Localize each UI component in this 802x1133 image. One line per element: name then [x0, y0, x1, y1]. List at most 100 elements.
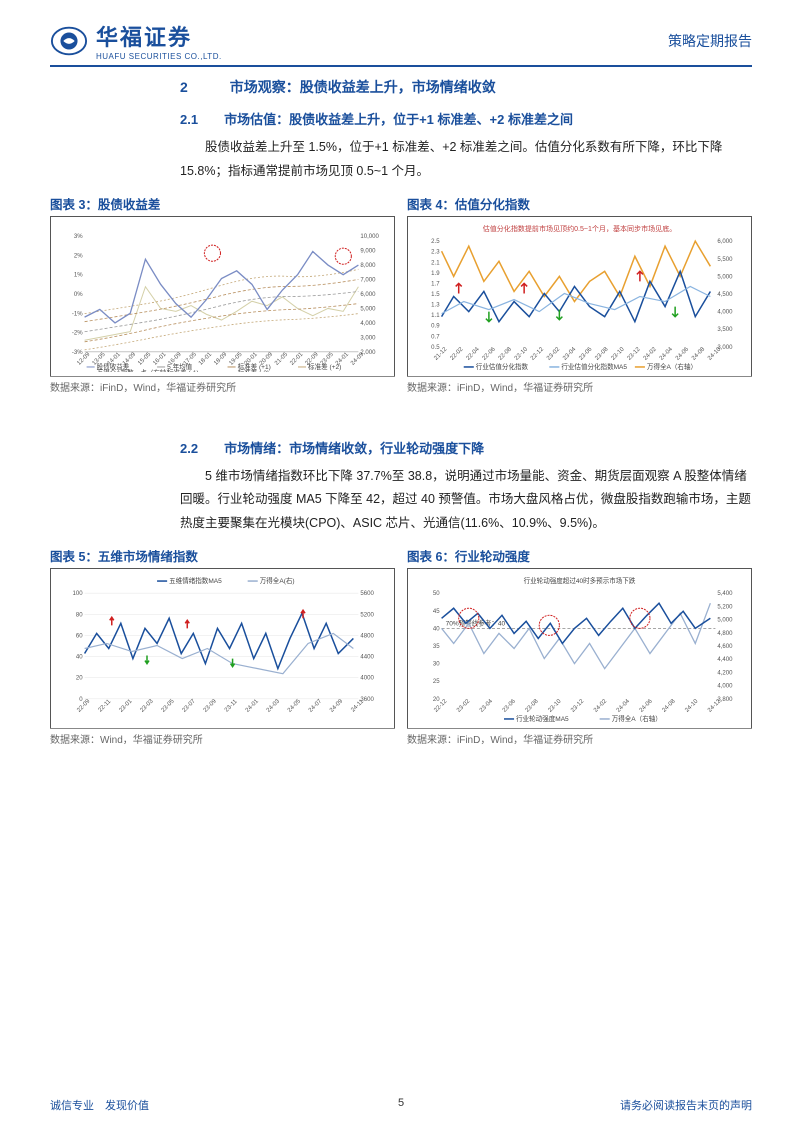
- svg-text:22-02: 22-02: [449, 346, 465, 362]
- chart-6-source: 数据来源：iFinD，Wind，华福证券研究所: [407, 728, 752, 746]
- svg-text:24-09: 24-09: [329, 698, 345, 714]
- section-title-text: 市场观察：股债收益差上升，市场情绪收敛: [230, 79, 496, 95]
- svg-text:80: 80: [76, 612, 83, 618]
- chart-5-source: 数据来源：Wind，华福证券研究所: [50, 728, 395, 746]
- svg-text:23-12: 23-12: [627, 346, 643, 362]
- svg-text:18-01: 18-01: [198, 351, 214, 367]
- footer-right: 请务必阅读报告末页的声明: [620, 1097, 752, 1113]
- svg-text:24-01: 24-01: [245, 698, 261, 714]
- svg-text:0.7: 0.7: [431, 334, 440, 340]
- svg-text:23-10: 23-10: [610, 346, 626, 362]
- svg-text:24-04: 24-04: [616, 698, 632, 714]
- svg-text:1%: 1%: [74, 272, 83, 278]
- chart-6: 行业轮动强度超过40时多预示市场下跌 20253035404550 3,8004…: [407, 568, 752, 728]
- svg-text:4,200: 4,200: [717, 670, 733, 676]
- svg-text:7,000: 7,000: [360, 277, 376, 283]
- chart-6-title: 图表 6：行业轮动强度: [407, 546, 752, 565]
- svg-text:24-05: 24-05: [287, 698, 303, 714]
- chart-4-source: 数据来源：iFinD，Wind，华福证券研究所: [407, 376, 752, 394]
- svg-text:1.3: 1.3: [431, 302, 440, 308]
- svg-text:5200: 5200: [360, 612, 374, 618]
- svg-text:24-08: 24-08: [661, 698, 677, 714]
- svg-text:22-08: 22-08: [498, 346, 514, 362]
- svg-text:4,800: 4,800: [717, 631, 733, 637]
- svg-text:4000: 4000: [360, 675, 374, 681]
- section-2-2-body: 5 维市场情绪指数环比下降 37.7%至 38.8，说明通过市场量能、资金、期货…: [180, 465, 752, 536]
- svg-text:4400: 4400: [360, 654, 374, 660]
- svg-text:4,400: 4,400: [717, 657, 733, 663]
- chart-6-threshold: 70%预警线参考：40: [446, 618, 506, 627]
- svg-text:0.5: 0.5: [431, 344, 440, 350]
- svg-text:25: 25: [433, 679, 440, 685]
- svg-text:五维情绪指数MA5: 五维情绪指数MA5: [169, 576, 222, 585]
- svg-text:24-08: 24-08: [691, 346, 707, 362]
- svg-text:21-05: 21-05: [274, 351, 290, 367]
- svg-text:3,000: 3,000: [360, 335, 376, 341]
- chart-5-title: 图表 5：五维市场情绪指数: [50, 546, 395, 565]
- svg-text:5,000: 5,000: [717, 274, 733, 280]
- svg-text:3,500: 3,500: [717, 327, 733, 333]
- svg-text:标准差 (+2): 标准差 (+2): [308, 361, 341, 370]
- section-2-1-body: 股债收益差上升至 1.5%，位于+1 标准差、+2 标准差之间。估值分化系数有所…: [180, 136, 752, 184]
- svg-text:18-09: 18-09: [213, 351, 229, 367]
- svg-text:23-08: 23-08: [525, 698, 541, 714]
- svg-text:23-08: 23-08: [594, 346, 610, 362]
- chart-5-svg: 020406080100 360040004400480052005600 22…: [55, 573, 390, 724]
- chart-5: 020406080100 360040004400480052005600 22…: [50, 568, 395, 728]
- company-name-en: HUAFU SECURITIES CO.,LTD.: [96, 52, 222, 61]
- svg-text:4,000: 4,000: [717, 683, 733, 689]
- svg-text:-1%: -1%: [72, 311, 83, 317]
- svg-text:23-09: 23-09: [203, 698, 219, 714]
- svg-text:8,000: 8,000: [360, 263, 376, 269]
- chart-4-note: 估值分化指数提前市场见顶约0.5~1个月，基本同步市场见底。: [483, 224, 677, 233]
- svg-text:-2%: -2%: [72, 330, 83, 336]
- svg-text:23-03: 23-03: [139, 698, 155, 714]
- svg-text:22-01: 22-01: [289, 351, 305, 367]
- svg-text:4800: 4800: [360, 633, 374, 639]
- svg-text:1.5: 1.5: [431, 291, 440, 297]
- subsection-number: 2.2: [180, 441, 198, 456]
- svg-text:24-10: 24-10: [684, 698, 700, 714]
- svg-text:20: 20: [433, 697, 440, 703]
- subsection-title-text: 市场情绪：市场情绪收敛，行业轮动强度下降: [224, 441, 484, 456]
- svg-text:10,000: 10,000: [360, 234, 379, 240]
- svg-text:23-04: 23-04: [479, 698, 495, 714]
- svg-text:万得全A（右轴）: 万得全A（右轴）: [612, 714, 662, 723]
- svg-text:45: 45: [433, 609, 440, 615]
- svg-text:23-04: 23-04: [562, 346, 578, 362]
- svg-text:3%: 3%: [74, 234, 83, 240]
- svg-text:24-02: 24-02: [643, 346, 659, 362]
- page-number: 5: [398, 1097, 404, 1109]
- section-2-1-title: 2.1 市场估值：股债收益差上升，位于+1 标准差、+2 标准差之间: [180, 109, 752, 128]
- chart-3: -3%-2%-1%0%1%2%3% 2,0003,0004,0005,0006,…: [50, 216, 395, 376]
- svg-text:23-12: 23-12: [570, 698, 586, 714]
- svg-text:万得全A(右): 万得全A(右): [260, 576, 295, 585]
- subsection-number: 2.1: [180, 112, 198, 127]
- section-number: 2: [180, 79, 188, 95]
- footer-left: 诚信专业 发现价值: [50, 1097, 149, 1113]
- svg-text:万得全A（右轴）: 万得全A（右轴）: [647, 361, 697, 370]
- section-2-2-title: 2.2 市场情绪：市场情绪收敛，行业轮动强度下降: [180, 438, 752, 457]
- svg-text:9,000: 9,000: [360, 248, 376, 254]
- svg-text:1.7: 1.7: [431, 281, 440, 287]
- svg-text:-3%: -3%: [72, 349, 83, 355]
- svg-text:5,000: 5,000: [717, 617, 733, 623]
- svg-text:60: 60: [76, 633, 83, 639]
- chart-3-title: 图表 3：股债收益差: [50, 194, 395, 213]
- svg-text:23-10: 23-10: [547, 698, 563, 714]
- svg-text:行业估值分化指数: 行业估值分化指数: [476, 361, 529, 370]
- chart-row-1: 图表 3：股债收益差 -3%-2%-1%0%1%2%3% 2,0003,0004…: [50, 194, 752, 394]
- chart-4: 估值分化指数提前市场见顶约0.5~1个月，基本同步市场见底。 0.50.70.9…: [407, 216, 752, 376]
- svg-text:40: 40: [76, 654, 83, 660]
- chart-6-svg: 行业轮动强度超过40时多预示市场下跌 20253035404550 3,8004…: [412, 573, 747, 724]
- svg-text:2%: 2%: [74, 253, 83, 259]
- svg-text:15-05: 15-05: [137, 351, 153, 367]
- svg-text:23-02: 23-02: [546, 346, 562, 362]
- svg-text:2.5: 2.5: [431, 239, 440, 245]
- svg-text:4,500: 4,500: [717, 291, 733, 297]
- svg-text:16-01: 16-01: [152, 351, 168, 367]
- svg-text:23-11: 23-11: [224, 698, 239, 713]
- svg-text:2.1: 2.1: [431, 260, 440, 266]
- chart-6-note: 行业轮动强度超过40时多预示市场下跌: [524, 576, 636, 585]
- svg-text:2.3: 2.3: [431, 249, 440, 255]
